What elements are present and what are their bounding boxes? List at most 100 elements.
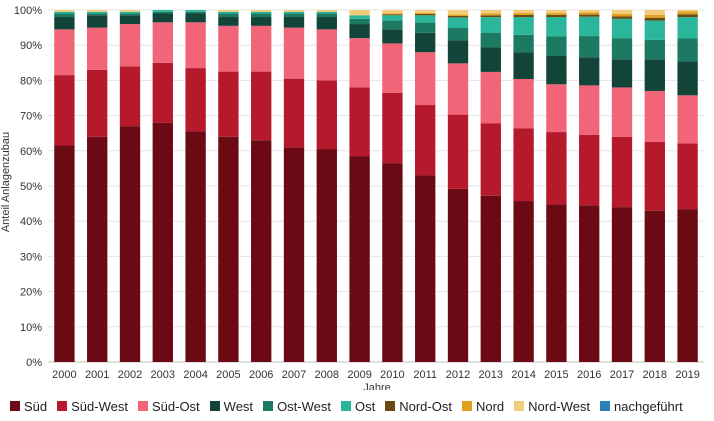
bar-segment — [447, 28, 469, 41]
bar-segment — [185, 11, 206, 14]
bar-segment — [546, 12, 567, 15]
bar-segment — [119, 66, 141, 127]
bar-segment — [579, 57, 600, 86]
bar-segment — [87, 13, 108, 16]
bar-segment — [611, 38, 633, 60]
legend-swatch — [263, 401, 274, 411]
bar-segment — [54, 11, 75, 14]
bar-segment — [513, 201, 534, 362]
bar-segment — [349, 15, 370, 19]
bar-segment — [316, 17, 337, 30]
y-tick-label: 20% — [20, 287, 42, 299]
bar-segment — [480, 47, 501, 72]
bar-segment — [87, 69, 108, 137]
bar-segment — [480, 15, 501, 18]
x-tick-label: 2002 — [118, 369, 142, 381]
bar-segment — [611, 87, 633, 137]
bar-segment — [447, 17, 469, 29]
bar-segment — [349, 18, 370, 25]
bar-segment — [546, 132, 567, 205]
grid-layer — [48, 9, 704, 363]
bar-segment — [382, 10, 403, 14]
legend-item: Ost — [341, 399, 375, 414]
x-tick-label: 2017 — [610, 369, 634, 381]
bar-segment — [382, 13, 403, 15]
bar-segment — [382, 20, 403, 30]
bar-segment — [579, 134, 600, 206]
bar-segment — [382, 14, 403, 16]
bar-segment — [677, 95, 698, 144]
bar-segment — [54, 145, 75, 362]
x-tick-label: 2010 — [380, 369, 404, 381]
bar-segment — [119, 10, 141, 12]
bar-segment — [579, 205, 600, 362]
bar-segment — [54, 10, 75, 12]
bar-segment — [316, 10, 337, 12]
legend-item: West — [209, 399, 253, 414]
bar-segment — [218, 136, 239, 362]
bar-segment — [87, 10, 108, 12]
bar-segment — [447, 114, 469, 189]
x-tick-label: 2004 — [183, 369, 207, 381]
bar-segment — [513, 10, 534, 13]
bar-segment — [119, 13, 141, 16]
bar-segment — [316, 11, 337, 14]
bar-segment — [644, 17, 665, 21]
bar-segment — [283, 27, 305, 79]
bar-segment — [251, 25, 272, 72]
y-tick-label: 0% — [26, 357, 42, 369]
bar-segment — [218, 13, 239, 18]
bar-segment — [677, 14, 698, 18]
x-axis-label: Jahre — [363, 382, 391, 390]
bar-segment — [677, 209, 698, 362]
bar-segment — [218, 11, 239, 14]
bar-segment — [611, 16, 633, 19]
bar-segment — [480, 32, 501, 48]
bar-segment — [152, 22, 173, 63]
y-tick-label: 100% — [14, 5, 42, 17]
x-tick-label: 2005 — [216, 369, 240, 381]
bar-segment — [644, 14, 665, 18]
bar-segment — [185, 13, 206, 23]
bar-segment — [218, 25, 239, 72]
legend-swatch — [514, 401, 525, 411]
bar-segment — [447, 10, 469, 15]
bar-segment — [185, 10, 206, 12]
bar-segment — [579, 12, 600, 15]
y-tick-label: 70% — [20, 111, 42, 123]
y-axis-label: Anteil Anlagenzubau — [0, 132, 12, 232]
y-tick-label: 10% — [20, 322, 42, 334]
bar-segment — [447, 14, 469, 17]
bar-segment — [513, 14, 534, 18]
legend-swatch — [385, 401, 396, 411]
bar-segment — [611, 18, 633, 39]
x-tick-label: 2001 — [85, 369, 109, 381]
y-tick-label: 50% — [20, 181, 42, 193]
bar-segment — [677, 17, 698, 39]
bar-segment — [251, 13, 272, 18]
bar-segment — [579, 16, 600, 37]
x-tick-label: 2019 — [675, 369, 699, 381]
bar-segment — [152, 122, 173, 362]
legend-label: Ost — [355, 398, 376, 414]
bar-segment — [185, 131, 206, 362]
bar-segment — [119, 11, 141, 14]
bar-segment — [480, 195, 501, 362]
bar-segment — [185, 22, 206, 69]
bar-segment — [546, 55, 567, 85]
bar-segment — [611, 10, 633, 14]
bar-segment — [677, 143, 698, 210]
bar-segment — [251, 140, 272, 362]
y-tick-label: 30% — [20, 251, 42, 263]
legend-swatch — [600, 401, 611, 411]
bar-segment — [251, 71, 272, 141]
x-tick-label: 2007 — [282, 369, 306, 381]
legend-label: Ost-West — [277, 398, 331, 414]
bar-segment — [611, 13, 633, 17]
bar-segment — [677, 61, 698, 96]
bar-segment — [283, 78, 305, 148]
bar-segment — [447, 188, 469, 362]
bar-segment — [152, 13, 173, 23]
bar-segment — [382, 43, 403, 93]
bar-segment — [185, 68, 206, 132]
